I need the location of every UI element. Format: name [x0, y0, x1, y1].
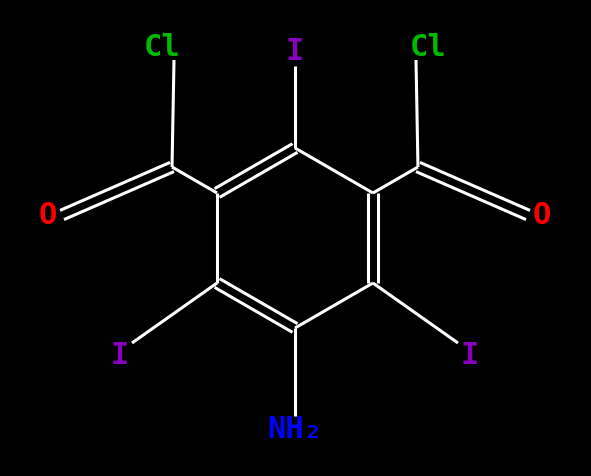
Text: I: I: [461, 340, 479, 369]
Text: O: O: [533, 200, 551, 229]
Text: Cl: Cl: [410, 33, 446, 62]
Text: Cl: Cl: [144, 33, 180, 62]
Text: NH₂: NH₂: [268, 416, 323, 445]
Text: I: I: [111, 340, 129, 369]
Text: O: O: [39, 200, 57, 229]
Text: I: I: [286, 38, 304, 67]
